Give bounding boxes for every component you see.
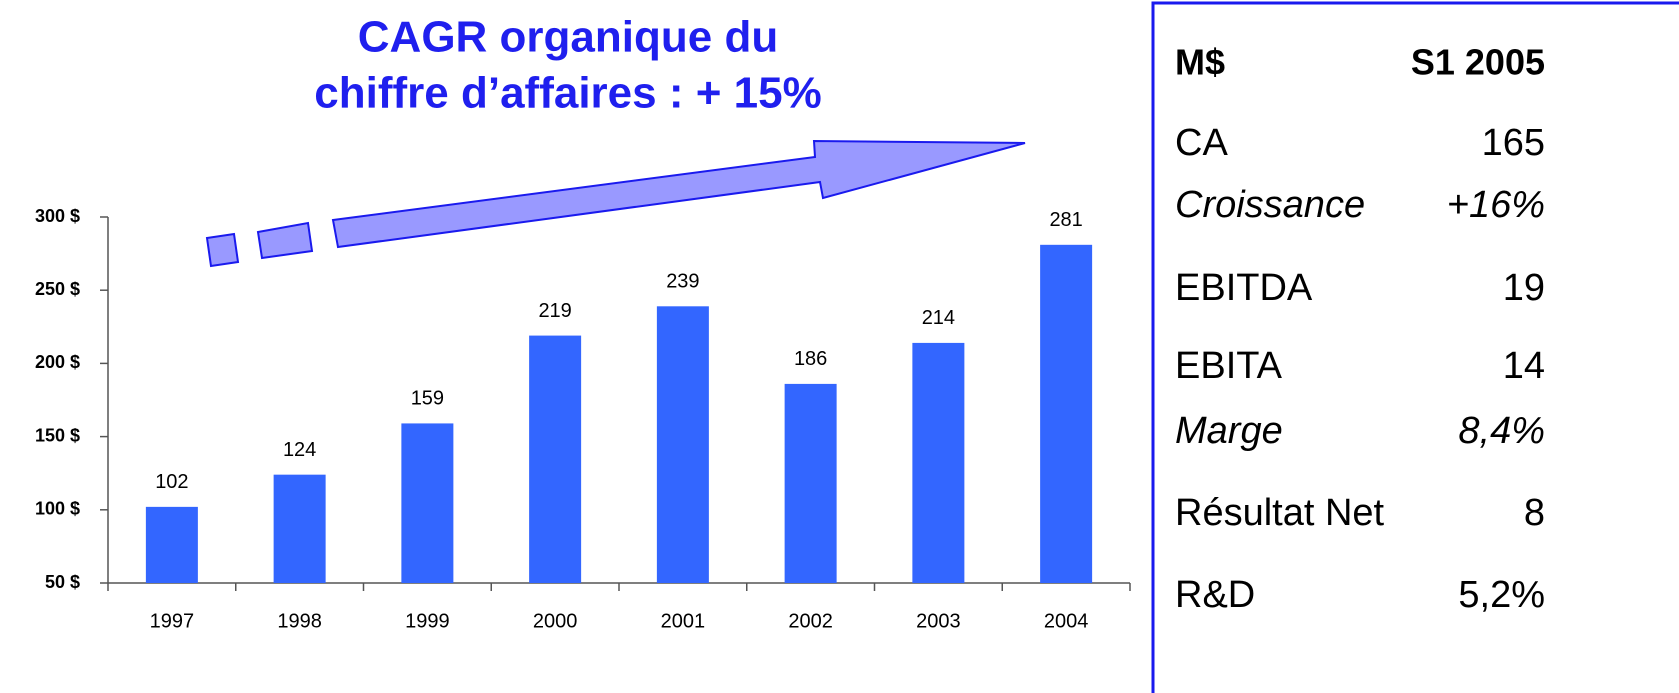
bar: [145, 506, 198, 583]
row-value: 8: [1524, 492, 1545, 534]
x-tick-label: 2000: [533, 610, 578, 632]
bar: [529, 335, 582, 583]
x-tick-label: 1997: [150, 610, 195, 632]
row-value: 165: [1482, 122, 1545, 164]
row-label: EBITA: [1175, 345, 1283, 387]
y-tick-label: 50 $: [45, 572, 80, 592]
bar: [912, 342, 965, 583]
data-label: 219: [538, 300, 571, 322]
x-tick-label: 2003: [916, 610, 961, 632]
table-header: M$: [1175, 42, 1225, 83]
annotation: chiffre d’affaires : + 15%: [314, 69, 821, 118]
row-value: +16%: [1447, 184, 1545, 226]
data-label: 102: [155, 471, 188, 493]
table-header: S1 2005: [1411, 42, 1545, 83]
row-value: 19: [1503, 267, 1545, 309]
y-tick-label: 200 $: [35, 352, 80, 372]
row-value: 8,4%: [1458, 410, 1545, 452]
row-label: CA: [1175, 122, 1228, 164]
data-label: 124: [283, 439, 316, 461]
row-label: Croissance: [1175, 184, 1365, 226]
x-tick-label: 1998: [277, 610, 322, 632]
y-tick-label: 250 $: [35, 279, 80, 299]
data-label: 281: [1049, 209, 1082, 231]
row-value: 14: [1503, 345, 1545, 387]
row-label: Résultat Net: [1175, 492, 1385, 534]
y-tick-label: 100 $: [35, 499, 80, 519]
bar: [273, 474, 326, 583]
y-tick-label: 300 $: [35, 206, 80, 226]
y-tick-label: 150 $: [35, 425, 80, 445]
bar: [401, 423, 454, 583]
data-label: 239: [666, 271, 699, 293]
data-label: 214: [922, 307, 955, 329]
annotation: CAGR organique du: [358, 13, 778, 62]
bar: [1040, 244, 1093, 584]
row-value: 5,2%: [1458, 574, 1545, 616]
x-tick-label: 1999: [405, 610, 450, 632]
x-tick-label: 2004: [1044, 610, 1089, 632]
data-label: 159: [411, 388, 444, 410]
x-tick-label: 2001: [661, 610, 706, 632]
table-box: [1151, 1, 1679, 693]
x-tick-label: 2002: [788, 610, 833, 632]
row-label: R&D: [1175, 574, 1255, 616]
bar: [784, 383, 837, 583]
data-label: 186: [794, 348, 827, 370]
row-label: Marge: [1175, 410, 1283, 452]
growth-arrow: [205, 139, 1026, 268]
row-label: EBITDA: [1175, 267, 1313, 309]
bar: [656, 306, 709, 583]
